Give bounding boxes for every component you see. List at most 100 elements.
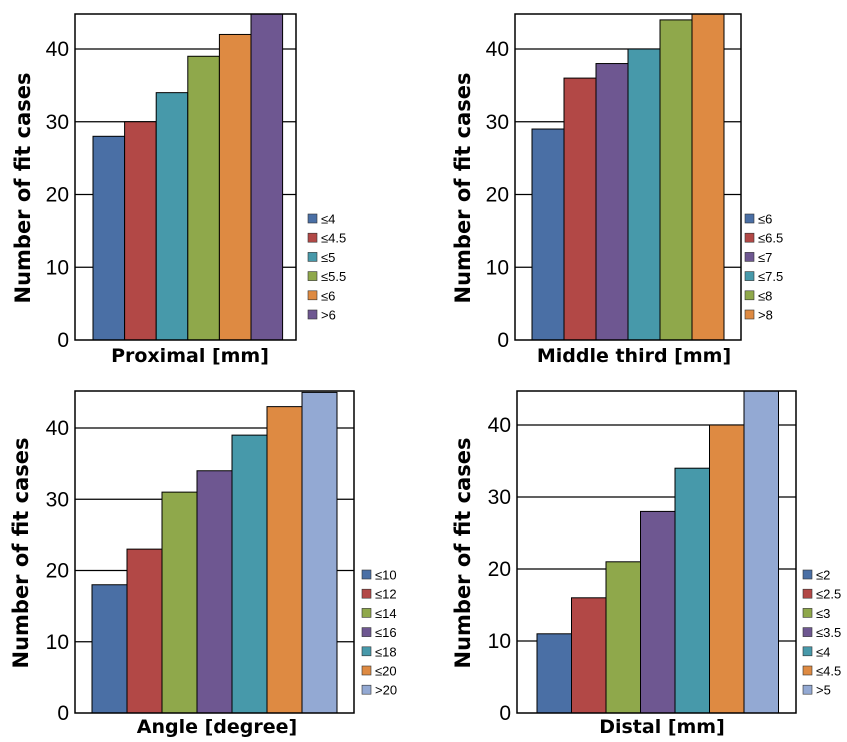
legend-swatch xyxy=(802,627,813,637)
y-tick-label: 10 xyxy=(488,630,511,653)
y-tick-label: 20 xyxy=(488,558,511,581)
bar xyxy=(605,561,641,714)
legend-swatch xyxy=(307,309,318,320)
y-tick-label: 30 xyxy=(486,111,509,134)
legend-swatch xyxy=(802,608,813,618)
y-tick-label: 40 xyxy=(46,38,69,61)
legend: ≤10 ≤12 ≤14 ≤16 ≤18 ≤20 >20 xyxy=(361,568,397,698)
legend-swatch xyxy=(307,213,318,224)
legend-label: ≤18 xyxy=(375,644,397,659)
y-tick-label: 20 xyxy=(46,560,69,583)
legend-label: ≤7 xyxy=(758,250,772,265)
legend-label: ≤7.5 xyxy=(758,269,783,284)
legend-label: ≤8 xyxy=(758,288,772,303)
legend-swatch xyxy=(361,646,372,657)
legend-swatch xyxy=(744,213,755,224)
chart-panel-1: 0 10 20 30 40 Number of fit cases Proximal [mm… xyxy=(11,13,346,367)
bar xyxy=(124,121,157,341)
bar xyxy=(674,467,710,714)
legend-label: ≤4.5 xyxy=(816,664,841,679)
legend-swatch xyxy=(744,271,755,281)
x-axis-label: Distal [mm] xyxy=(599,716,725,738)
y-tick-label: 40 xyxy=(488,414,511,437)
legend-swatch xyxy=(361,684,372,695)
y-tick-label: 0 xyxy=(497,329,509,352)
legend-swatch xyxy=(802,665,813,676)
legend-swatch xyxy=(361,627,372,637)
bar xyxy=(536,633,572,714)
y-tick-label: 20 xyxy=(486,184,509,207)
legend-swatch xyxy=(744,290,755,301)
legend: ≤2 ≤2.5 ≤3 ≤3.5 ≤4 ≤4.5 >5 xyxy=(802,568,841,698)
legend-swatch xyxy=(361,608,372,618)
bar xyxy=(266,406,303,714)
y-tick-label: 20 xyxy=(46,184,69,207)
plot-frame xyxy=(74,390,355,714)
y-tick-label: 0 xyxy=(499,702,511,725)
bar xyxy=(659,19,693,341)
legend-label: ≤4 xyxy=(816,644,830,659)
bar xyxy=(161,491,198,714)
y-tick-label: 0 xyxy=(57,329,69,352)
legend-label: >20 xyxy=(375,683,397,698)
y-tick-label: 30 xyxy=(488,486,511,509)
bar xyxy=(126,548,163,714)
legend-label: ≤5.5 xyxy=(321,269,346,284)
y-tick-label: 30 xyxy=(46,488,69,511)
y-tick-label: 10 xyxy=(486,256,509,279)
bar xyxy=(231,434,268,714)
chart-panel-4: 0 10 20 30 40 Number of fit cases Distal [mm] ≤… xyxy=(451,390,841,738)
bar xyxy=(531,128,565,341)
bar xyxy=(640,510,676,714)
legend-label: ≤3 xyxy=(816,606,830,621)
legend-label: ≤10 xyxy=(375,568,397,583)
legend-swatch xyxy=(307,290,318,301)
legend-swatch xyxy=(802,588,813,599)
legend-label: >6 xyxy=(321,308,336,323)
legend-label: ≤16 xyxy=(375,625,397,640)
legend-swatch xyxy=(744,309,755,320)
legend-label: ≤6 xyxy=(758,212,772,227)
legend-label: ≤12 xyxy=(375,587,397,602)
bar xyxy=(595,63,629,341)
legend-swatch xyxy=(307,252,318,262)
x-axis-label: Proximal [mm] xyxy=(111,345,269,367)
y-tick-label: 0 xyxy=(57,702,69,725)
chart-panel-2: 0 10 20 30 40 Number of fit cases Middle third… xyxy=(451,13,783,367)
legend-label: ≤5 xyxy=(321,250,335,265)
bar xyxy=(187,55,220,341)
y-tick-label: 10 xyxy=(46,256,69,279)
x-axis-label: Middle third [mm] xyxy=(537,345,731,367)
y-axis-label: Number of fit cases xyxy=(451,73,475,304)
chart-panel-3: 0 10 20 30 40 Number of fit cases Angle [degre… xyxy=(9,390,397,738)
bar xyxy=(691,13,725,341)
bar xyxy=(743,390,779,714)
bar xyxy=(250,13,284,341)
legend-swatch xyxy=(361,588,372,599)
x-axis-label: Angle [degree] xyxy=(137,716,297,738)
plot-frame xyxy=(74,13,297,341)
bar xyxy=(627,48,661,341)
plot-frame xyxy=(516,390,797,714)
y-axis-label: Number of fit cases xyxy=(11,73,35,304)
y-tick-label: 40 xyxy=(46,417,69,440)
legend-label: ≤2.5 xyxy=(816,587,841,602)
legend-label: >5 xyxy=(816,683,831,698)
legend-swatch xyxy=(802,684,813,695)
bar xyxy=(709,424,745,714)
legend-label: ≤6.5 xyxy=(758,231,783,246)
bar xyxy=(301,391,338,714)
legend-label: >8 xyxy=(758,308,773,323)
y-axis-label: Number of fit cases xyxy=(451,438,475,669)
legend-swatch xyxy=(744,232,755,243)
bar xyxy=(571,597,607,714)
bar xyxy=(563,77,597,341)
y-tick-label: 30 xyxy=(46,111,69,134)
legend-label: ≤3.5 xyxy=(816,625,841,640)
legend-swatch xyxy=(307,232,318,243)
legend-swatch xyxy=(307,271,318,281)
legend-label: ≤6 xyxy=(321,288,335,303)
legend-swatch xyxy=(802,646,813,657)
bar xyxy=(92,135,126,341)
